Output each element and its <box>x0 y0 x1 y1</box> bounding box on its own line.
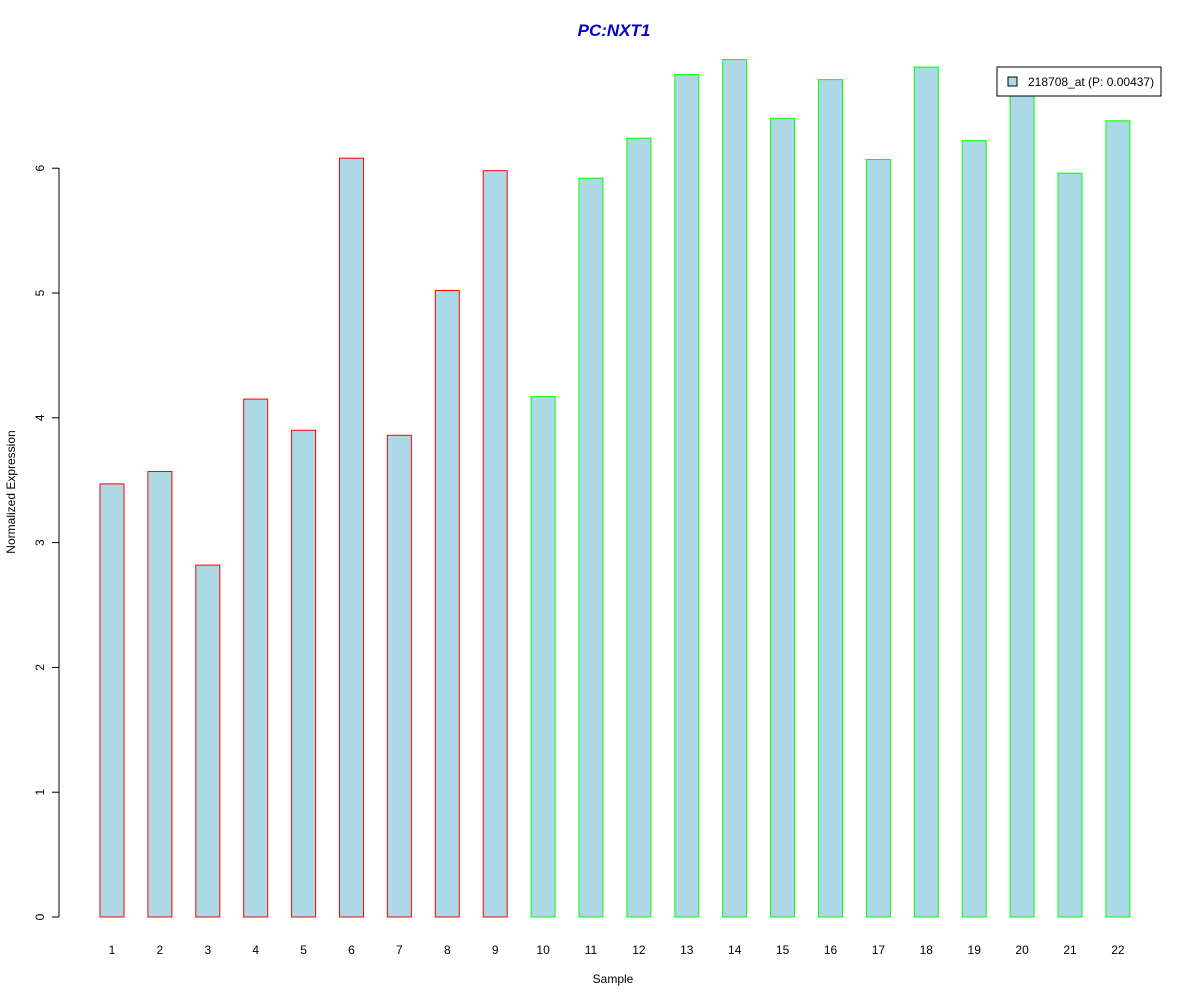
y-tick-label: 1 <box>33 789 47 796</box>
y-axis-ticks: 0 1 2 3 4 5 6 <box>33 165 59 920</box>
bar <box>961 140 987 918</box>
x-tick-label: 18 <box>920 943 934 957</box>
x-tick-label: 14 <box>728 943 742 957</box>
bar <box>291 429 317 918</box>
x-tick-label: 17 <box>872 943 886 957</box>
legend-label: 218708_at (P: 0.00437) <box>1028 75 1154 89</box>
x-tick-label: 8 <box>444 943 451 957</box>
x-tick-label: 4 <box>252 943 259 957</box>
y-tick-label: 0 <box>33 913 47 920</box>
legend-box <box>996 66 1162 97</box>
bars <box>99 59 1131 918</box>
x-tick-label: 10 <box>536 943 550 957</box>
bar <box>99 483 125 918</box>
x-tick-label: 5 <box>300 943 307 957</box>
y-tick-label: 4 <box>33 414 47 421</box>
bar <box>339 157 364 918</box>
bar <box>818 79 843 918</box>
bar <box>147 471 173 918</box>
y-tick-label: 5 <box>33 289 47 296</box>
bar <box>386 434 412 918</box>
x-tick-label: 3 <box>204 943 211 957</box>
x-tick-label: 12 <box>632 943 646 957</box>
bar <box>1057 172 1083 918</box>
bar <box>770 117 796 918</box>
bar <box>865 159 891 918</box>
bar <box>1105 120 1131 918</box>
x-tick-label: 15 <box>776 943 790 957</box>
x-tick-label: 11 <box>585 943 598 957</box>
bar <box>913 66 939 918</box>
bar <box>722 59 748 918</box>
x-tick-label: 13 <box>680 943 694 957</box>
x-tick-label: 9 <box>492 943 499 957</box>
legend: 218708_at (P: 0.00437) <box>996 66 1162 97</box>
x-tick-label: 21 <box>1063 943 1077 957</box>
y-tick-label: 6 <box>33 165 47 172</box>
x-tick-label: 19 <box>968 943 982 957</box>
bar <box>626 137 652 918</box>
x-tick-label: 6 <box>348 943 355 957</box>
x-axis-tick-labels: 1 2 3 4 5 6 7 8 9 10 11 12 13 14 15 16 17 18 19 20 21 22 <box>109 943 1125 957</box>
x-tick-label: 22 <box>1111 943 1125 957</box>
x-tick-label: 1 <box>109 943 116 957</box>
y-axis-title: Normalized Expression <box>4 430 18 553</box>
x-axis-title: Sample <box>593 972 634 986</box>
bar <box>195 564 221 918</box>
bar <box>243 398 269 918</box>
legend-swatch <box>1007 76 1018 87</box>
bar <box>674 74 700 918</box>
x-tick-label: 16 <box>824 943 838 957</box>
x-tick-label: 7 <box>396 943 403 957</box>
bar <box>1009 82 1035 918</box>
bar <box>482 170 508 918</box>
chart-title: PC:NXT1 <box>578 21 651 40</box>
x-tick-label: 2 <box>157 943 164 957</box>
bar <box>530 396 556 918</box>
bar <box>578 177 604 918</box>
y-tick-label: 3 <box>33 539 47 546</box>
x-tick-label: 20 <box>1015 943 1029 957</box>
y-tick-label: 2 <box>33 664 47 671</box>
bar <box>434 290 460 918</box>
